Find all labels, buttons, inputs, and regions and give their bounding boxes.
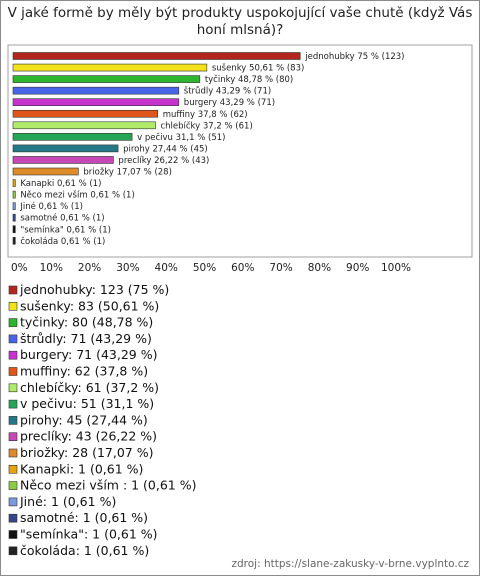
bar — [12, 86, 180, 95]
legend-swatch — [8, 350, 18, 360]
bar-label: v pečivu 31,1 % (51) — [137, 132, 225, 143]
bar-label: samotné 0,61 % (1) — [20, 213, 104, 224]
legend-label: v pečivu: 51 (31,1 %) — [20, 396, 154, 411]
bar-label: chlebíčky 37,2 % (61) — [160, 120, 252, 131]
bar — [12, 63, 208, 72]
legend-label: burgery: 71 (43,29 %) — [20, 347, 157, 362]
legend-label: čokoláda: 1 (0,61 %) — [20, 543, 149, 558]
legend-swatch — [8, 416, 18, 425]
legend-label: samotné: 1 (0,61 %) — [20, 510, 148, 525]
bar-label: sušenky 50,61 % (83) — [212, 63, 304, 74]
x-tick-label: 60% — [231, 262, 254, 274]
x-tick-label: 100% — [381, 262, 411, 274]
legend-swatch — [8, 497, 18, 507]
bar-label: briožky 17,07 % (28) — [83, 168, 172, 178]
legend-swatch — [8, 448, 18, 458]
legend-label: štrůdly: 71 (43,29 %) — [20, 331, 152, 346]
legend-swatch — [8, 334, 18, 344]
source: zdroj: https://slane-zakusky-v-brne.vypl… — [231, 558, 469, 570]
legend-label: briožky: 28 (17,07 %) — [20, 445, 154, 460]
bar — [12, 156, 114, 164]
legend-swatch — [8, 481, 18, 490]
bar — [12, 237, 16, 245]
bar — [12, 133, 133, 141]
bar — [12, 190, 16, 199]
x-tick-label: 70% — [269, 262, 292, 274]
bar-label: Jiné 0,61 % (1) — [19, 201, 83, 212]
legend-label: chlebíčky: 61 (37,2 %) — [20, 380, 159, 395]
bar-label: tyčinky 48,78 % (80) — [205, 74, 293, 85]
bar-label: preclíky 26,22 % (43) — [118, 156, 209, 166]
legend-label: preclíky: 43 (26,22 %) — [20, 429, 157, 444]
bar-label: štrůdly 43,29 % (71) — [184, 86, 271, 97]
legend-swatch — [8, 399, 18, 409]
x-tick-label: 40% — [155, 262, 178, 274]
bar — [12, 75, 201, 83]
bar — [12, 202, 16, 210]
bar — [12, 167, 79, 176]
bar-label: jednohubky 75 % (123) — [304, 52, 404, 62]
bar-label: Něco mezi vším 0,61 % (1) — [20, 190, 134, 201]
bar — [12, 109, 159, 118]
bar — [12, 98, 180, 106]
legend-swatch — [8, 464, 18, 474]
x-tick-label: 90% — [346, 262, 369, 274]
bar-label: burgery 43,29 % (71) — [184, 98, 275, 108]
legend-label: "semínka": 1 (0,61 %) — [20, 527, 158, 542]
bar-label: pirohy 27,44 % (45) — [123, 144, 208, 154]
legend-label: tyčinky: 80 (48,78 %) — [20, 315, 153, 330]
legend-swatch — [8, 546, 18, 556]
bar-label: čokoláda 0,61 % (1) — [20, 236, 105, 247]
legend-swatch — [8, 383, 18, 393]
bar-label: "semínka" 0,61 % (1) — [20, 225, 111, 235]
legend-label: jednohubky: 123 (75 %) — [19, 282, 169, 297]
legend-swatch — [8, 301, 18, 311]
legend-label: Něco mezi vším : 1 (0,61 %) — [20, 478, 197, 493]
x-tick-label: 20% — [78, 262, 101, 274]
x-tick-label: 80% — [308, 262, 331, 274]
legend-swatch — [8, 318, 18, 327]
bar — [12, 225, 16, 234]
x-tick-label: 50% — [193, 262, 216, 274]
legend-label: sušenky: 83 (50,61 %) — [20, 298, 159, 313]
bar — [12, 144, 119, 153]
bar — [12, 121, 156, 130]
legend-swatch — [8, 432, 18, 442]
legend-label: Kanapki: 1 (0,61 %) — [20, 461, 143, 476]
legend-label: Jiné: 1 (0,61 %) — [19, 494, 116, 509]
chart-title: V jaké formě by měly být produkty uspoko… — [7, 5, 473, 38]
legend-swatch — [8, 285, 18, 295]
x-tick-label: 0% — [11, 262, 28, 274]
bar — [12, 52, 301, 60]
legend-label: pirohy: 45 (27,44 %) — [20, 412, 148, 427]
legend-swatch — [8, 513, 18, 523]
legend-label: muffiny: 62 (37,8 %) — [20, 364, 148, 379]
legend-swatch — [8, 367, 18, 376]
bar-label: muffiny 37,8 % (62) — [163, 110, 248, 120]
bar-label: Kanapki 0,61 % (1) — [20, 179, 101, 189]
x-tick-label: 10% — [40, 262, 63, 274]
bar — [12, 179, 16, 187]
legend-swatch — [8, 530, 18, 539]
x-tick-label: 30% — [116, 262, 139, 274]
bar — [12, 213, 16, 222]
